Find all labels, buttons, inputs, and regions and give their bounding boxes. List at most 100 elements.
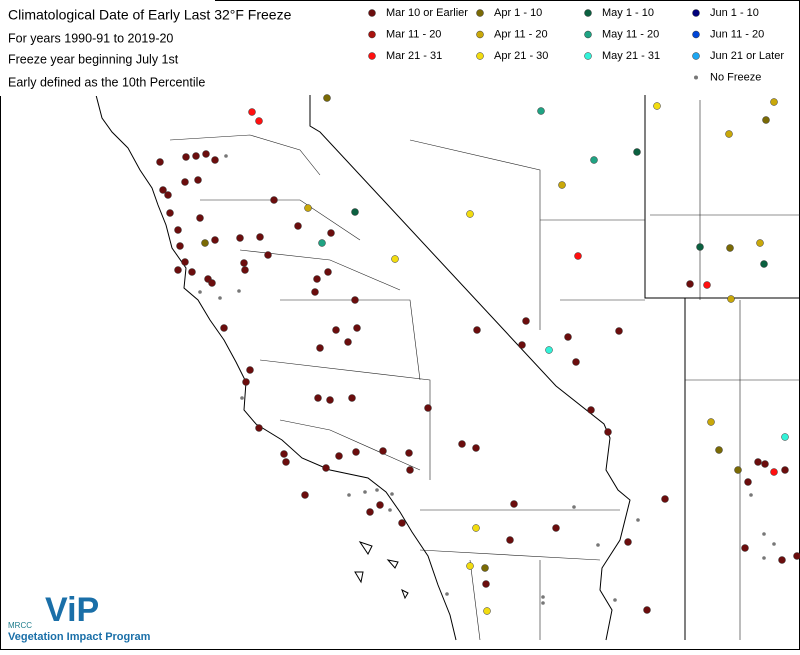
legend-label: Jun 11 - 20 [710, 28, 764, 40]
station-dot [467, 211, 474, 218]
station-dot [407, 467, 414, 474]
legend-swatch [369, 31, 376, 38]
station-dot [755, 459, 762, 466]
station-dot [218, 296, 222, 300]
legend-label: Mar 10 or Earlier [386, 7, 468, 19]
legend-label: Mar 11 - 20 [386, 28, 441, 40]
legend-label: May 21 - 31 [602, 50, 660, 62]
station-dot [352, 297, 359, 304]
legend-swatch [585, 10, 592, 17]
station-dot [237, 289, 241, 293]
station-dot [771, 99, 778, 106]
station-dot [325, 269, 332, 276]
station-dot [349, 395, 356, 402]
station-dot [716, 447, 723, 454]
station-dot [167, 210, 174, 217]
station-dot [175, 227, 182, 234]
legend-label: Apr 21 - 30 [494, 50, 548, 62]
station-dot [221, 325, 228, 332]
station-dot [644, 607, 651, 614]
station-dot [573, 359, 580, 366]
title-line: For years 1990-91 to 2019-20 [8, 31, 173, 45]
station-dot [507, 537, 514, 544]
station-dot [392, 256, 399, 263]
station-dot [782, 467, 789, 474]
station-dot [165, 192, 172, 199]
station-dot [541, 595, 545, 599]
station-dot [302, 492, 309, 499]
legend-swatch [477, 53, 484, 60]
legend-swatch [585, 53, 592, 60]
station-dot [212, 237, 219, 244]
station-dot [482, 565, 489, 572]
station-dot [771, 469, 778, 476]
station-dot [473, 525, 480, 532]
station-dot [189, 269, 196, 276]
station-dot [256, 118, 263, 125]
station-dot [256, 425, 263, 432]
legend-label: Jun 21 or Later [710, 50, 784, 62]
station-dot [735, 467, 742, 474]
station-dot [473, 445, 480, 452]
station-dot [779, 557, 786, 564]
station-dot [763, 117, 770, 124]
station-dot [247, 367, 254, 374]
station-dot [175, 267, 182, 274]
station-dot [704, 282, 711, 289]
station-dot [728, 296, 735, 303]
station-dot [541, 601, 545, 605]
station-dot [249, 109, 256, 116]
station-dot [662, 496, 669, 503]
station-dot [183, 154, 190, 161]
station-dot [575, 253, 582, 260]
station-dot [327, 397, 334, 404]
station-dot [794, 553, 800, 560]
logo-mark: ViP [45, 591, 99, 629]
station-dot [212, 157, 219, 164]
station-dot [352, 209, 359, 216]
station-dot [697, 244, 704, 251]
legend-swatch [477, 10, 484, 17]
station-dot [772, 542, 776, 546]
station-dot [324, 95, 331, 102]
legend-label: Apr 11 - 20 [494, 28, 548, 40]
station-dot [687, 281, 694, 288]
station-dot [445, 592, 449, 596]
station-dot [242, 267, 249, 274]
station-dot [345, 339, 352, 346]
station-dot [354, 325, 361, 332]
legend-swatch [477, 31, 484, 38]
title-line: Early defined as the 10th Percentile [8, 75, 205, 89]
station-dot [323, 465, 330, 472]
station-dot [596, 543, 600, 547]
station-dot [363, 490, 367, 494]
station-dot [380, 448, 387, 455]
station-dot [312, 289, 319, 296]
station-dot [613, 598, 617, 602]
station-dot [761, 261, 768, 268]
station-dot [319, 240, 326, 247]
station-dot [757, 240, 764, 247]
station-dot [708, 419, 715, 426]
station-dot [519, 342, 526, 349]
station-dot [177, 243, 184, 250]
station-dot [523, 318, 530, 325]
title-line: Climatological Date of Early Last 32°F F… [8, 7, 292, 23]
station-dot [762, 532, 766, 536]
legend-swatch [693, 53, 700, 60]
station-dot [375, 488, 379, 492]
station-dot [588, 407, 595, 414]
station-dot [762, 556, 766, 560]
station-dot [483, 581, 490, 588]
station-dot [241, 260, 248, 267]
station-dot [749, 493, 753, 497]
station-dot [198, 290, 202, 294]
station-dot [314, 276, 321, 283]
station-dot [605, 429, 612, 436]
station-dot [305, 205, 312, 212]
station-dot [265, 252, 272, 259]
legend-swatch [693, 31, 700, 38]
station-dot [353, 449, 360, 456]
station-dot [315, 395, 322, 402]
